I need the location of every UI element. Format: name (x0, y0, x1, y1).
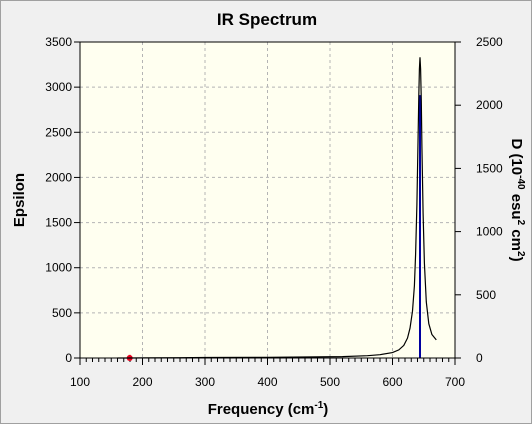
y-right-tick-label: 2500 (476, 35, 503, 49)
y-right-label-p1: D (10 (508, 138, 525, 175)
y-left-tick-label: 2000 (45, 170, 72, 184)
x-axis-label: Frequency (cm-1) (208, 400, 329, 418)
y-right-tick-label: 0 (476, 351, 483, 365)
x-tick-label: 500 (320, 375, 340, 389)
y-right-tick-label: 500 (476, 288, 496, 302)
y-right-tick-label: 2000 (476, 98, 503, 112)
x-axis-label-superscript: -1 (314, 400, 323, 411)
y-right-label-s1: -40 (515, 175, 526, 190)
x-tick-label: 300 (195, 375, 215, 389)
spectrum-line (117, 57, 437, 359)
y-left-tick-label: 2500 (45, 125, 72, 139)
y-right-tick-label: 1500 (476, 161, 503, 175)
y-right-label-s2: 2 (515, 220, 526, 226)
y-left-tick-label: 1500 (45, 216, 72, 230)
chart-title: IR Spectrum (217, 10, 317, 29)
x-tick-label: 100 (70, 375, 90, 389)
x-tick-label: 700 (445, 375, 465, 389)
y-right-label-p2: esu (508, 190, 525, 220)
y-axis-left-label: Epsilon (11, 173, 28, 227)
y-right-label-s3: 2 (515, 251, 526, 257)
y-left-tick-label: 3000 (45, 80, 72, 94)
y-left-tick-label: 500 (52, 306, 72, 320)
axis-ticks: 100 200 300 400 500 600 700 0 500 1000 1500 2000 250… (45, 35, 503, 389)
x-tick-label: 400 (257, 375, 277, 389)
y-left-tick-label: 1000 (45, 261, 72, 275)
y-left-tick-label: 3500 (45, 35, 72, 49)
y-right-tick-label: 1000 (476, 225, 503, 239)
x-axis-label-close: ) (323, 401, 328, 418)
x-minor-ticks (85, 358, 450, 362)
grid-lines (80, 42, 455, 358)
x-tick-label: 600 (382, 375, 402, 389)
y-left-tick-label: 0 (65, 351, 72, 365)
y-right-label-p4: ) (508, 257, 525, 262)
x-axis-label-text: Frequency (cm (208, 401, 315, 418)
x-tick-label: 200 (132, 375, 152, 389)
y-right-label-p3: cm (508, 225, 525, 251)
y-axis-right-label: D (10-40 esu2 cm2) (508, 138, 526, 261)
